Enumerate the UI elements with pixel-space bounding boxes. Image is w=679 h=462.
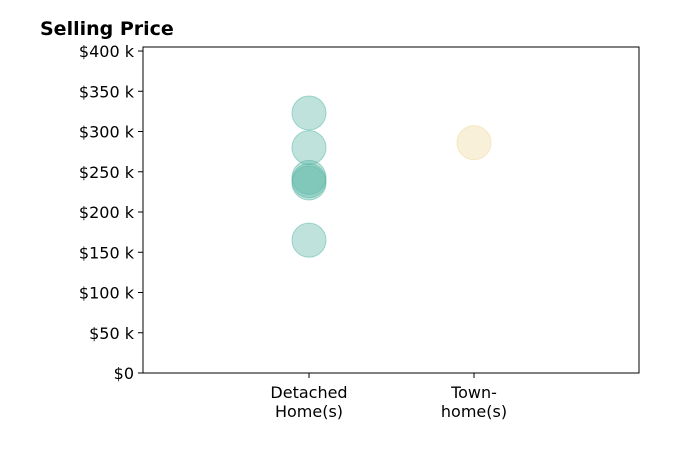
data-point: [291, 165, 327, 201]
x-tick-label: Detached: [270, 383, 347, 402]
y-tick-label: $250 k: [79, 163, 135, 182]
y-tick-label: $50 k: [89, 324, 135, 343]
x-tick-label: Home(s): [275, 402, 343, 421]
y-tick-label: $400 k: [79, 42, 135, 61]
chart-title: Selling Price: [40, 18, 174, 40]
data-point: [291, 130, 327, 166]
y-axis: $0 $50 k $100 k $150 k $200 k $250 k $300 k $35…: [79, 42, 143, 383]
data-point: [291, 95, 327, 131]
data-point: [291, 222, 327, 258]
y-tick-label: $300 k: [79, 123, 135, 142]
x-tick-label: Town-: [450, 383, 497, 402]
data-points: [291, 95, 492, 258]
y-tick-label: $150 k: [79, 243, 135, 262]
y-tick-label: $350 k: [79, 82, 135, 101]
y-tick-label: $200 k: [79, 203, 135, 222]
data-point: [456, 125, 492, 161]
plot-frame: [142, 46, 640, 374]
y-tick-label: $0: [114, 364, 134, 383]
y-tick-label: $100 k: [79, 284, 135, 303]
x-tick-label: home(s): [441, 402, 507, 421]
